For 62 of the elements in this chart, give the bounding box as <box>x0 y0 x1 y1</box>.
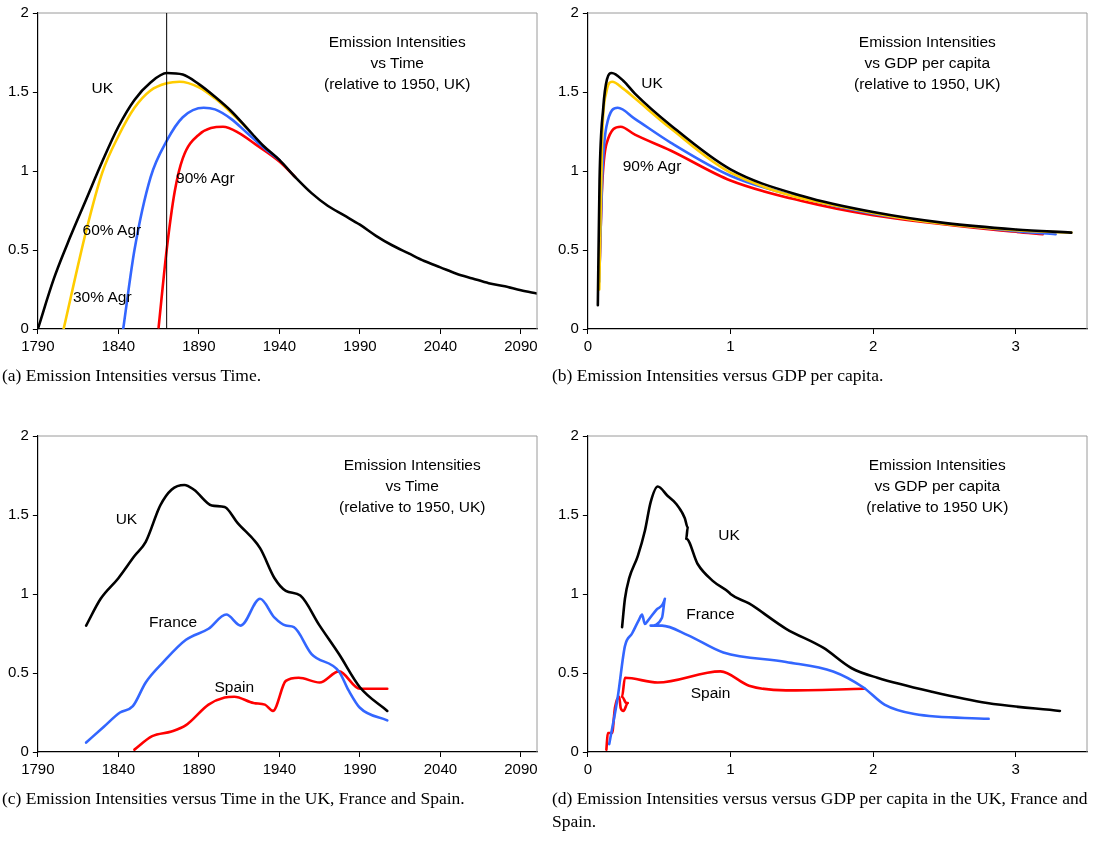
x-tick-label: 2090 <box>504 760 538 778</box>
x-tick-label: 1790 <box>21 337 55 355</box>
y-tick-label: 1.5 <box>557 82 579 100</box>
x-tick-label: 2 <box>868 337 878 355</box>
y-tick-label: 0 <box>570 742 579 760</box>
text: Emission Intensities vs Time (relative to 1950, UK) <box>324 33 471 93</box>
x-tick-label: 1890 <box>182 760 216 778</box>
y-tick-label: 2 <box>20 426 29 444</box>
y-tick-label: 1 <box>570 161 579 179</box>
y-tick-label: 0 <box>570 319 579 337</box>
line-series <box>607 597 990 746</box>
x-tick-label: 1840 <box>101 337 136 355</box>
y-tick-label: 1 <box>20 584 29 602</box>
y-tick-label: 1 <box>20 161 29 179</box>
text: (b) Emission Intensities versus GDP per capita. <box>551 364 885 387</box>
x-tick-label: 2040 <box>423 337 458 355</box>
x-tick-label: 0 <box>583 337 593 355</box>
x-tick-label: 2 <box>868 760 878 778</box>
y-tick-label: 1.5 <box>557 505 579 523</box>
x-tick-label: 1790 <box>21 760 55 778</box>
x-tick-label: 1840 <box>101 760 136 778</box>
series-label: Spain <box>690 683 731 701</box>
x-tick-label: 1990 <box>343 337 377 355</box>
series-label: UK <box>718 525 741 543</box>
x-tick-label: 3 <box>1011 760 1020 778</box>
text: (d) Emission Intensities versus versus GDP per capita in the UK, France and Spain. <box>551 787 1089 833</box>
x-tick-label: 1990 <box>343 760 377 778</box>
x-tick-label: 1940 <box>262 760 297 778</box>
y-tick-label: 0.5 <box>7 240 29 258</box>
text: Emission Intensities vs Time (relative to 1950, UK) <box>338 456 486 516</box>
x-tick-label: 1 <box>726 760 735 778</box>
series-label: France <box>148 612 198 630</box>
y-tick-label: 0 <box>20 319 29 337</box>
x-tick-label: 2090 <box>504 337 538 355</box>
y-tick-label: 0.5 <box>557 240 579 258</box>
y-tick-label: 1.5 <box>7 505 29 523</box>
y-tick-label: 2 <box>570 3 579 21</box>
x-tick-label: 3 <box>1011 337 1020 355</box>
line-series <box>84 597 389 744</box>
series-label: France <box>686 604 735 622</box>
y-tick-label: 0.5 <box>557 663 579 681</box>
y-tick-label: 0 <box>20 742 29 760</box>
series-label: 90% Agr <box>622 156 682 174</box>
series-label: UK <box>91 79 114 97</box>
text: Emission Intensities vs GDP per capita (relative to 1950 UK) <box>866 456 1009 516</box>
x-tick-label: 0 <box>583 760 593 778</box>
x-tick-label: 2040 <box>423 760 458 778</box>
series-label: Spain <box>214 677 255 695</box>
y-tick-label: 2 <box>570 426 579 444</box>
x-tick-label: 1890 <box>182 337 216 355</box>
line-series <box>133 670 389 751</box>
text: Emission Intensities vs GDP per capita (relative to 1950, UK) <box>854 33 1001 93</box>
y-tick-label: 1 <box>570 584 579 602</box>
text: (a) Emission Intensities versus Time. <box>1 364 263 387</box>
x-tick-label: 1940 <box>262 337 297 355</box>
y-tick-label: 0.5 <box>7 663 29 681</box>
x-tick-label: 1 <box>726 337 735 355</box>
text: (c) Emission Intensities versus Time in the UK, France and Spain. <box>1 787 466 810</box>
series-label: UK <box>641 74 664 92</box>
y-tick-label: 1.5 <box>7 82 29 100</box>
series-label: UK <box>115 510 138 528</box>
y-tick-label: 2 <box>20 3 29 21</box>
